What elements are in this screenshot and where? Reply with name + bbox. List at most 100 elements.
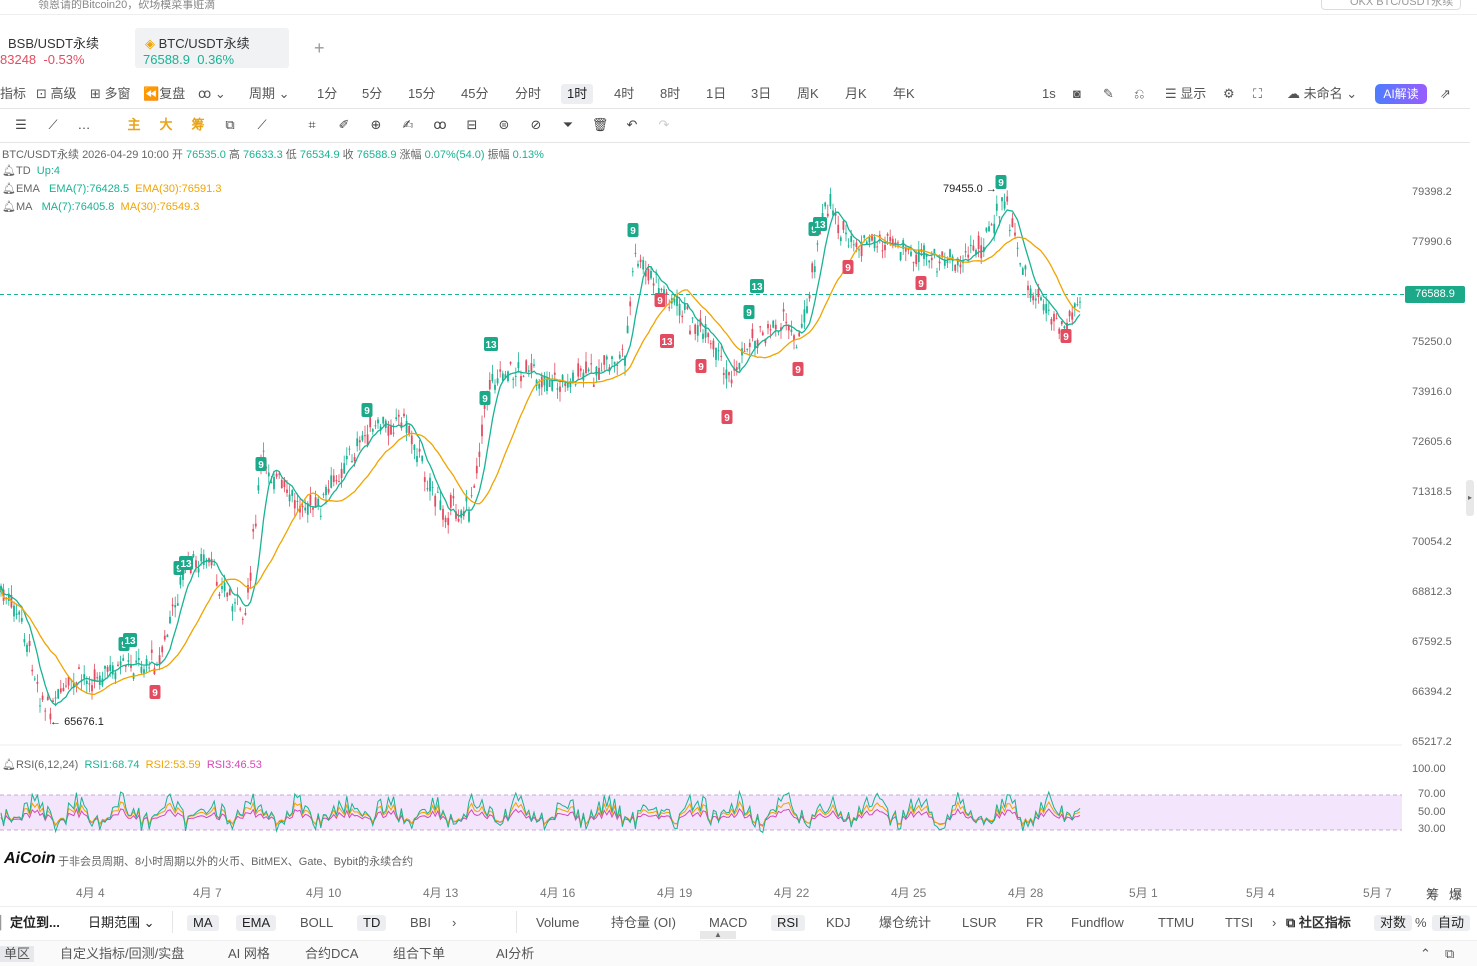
- trend-line-icon[interactable]: ⟋: [48, 117, 58, 132]
- liquidation-toggle[interactable]: 爆: [1449, 887, 1463, 902]
- speed-button[interactable]: 1s: [1042, 86, 1056, 101]
- top-search-input[interactable]: OKX BTC/USDT永续: [1321, 0, 1461, 10]
- date-range-dropdown[interactable]: 日期范围 ⌄: [88, 915, 155, 930]
- replay-button[interactable]: ⏪复盘: [143, 86, 186, 101]
- candle-body: [429, 477, 431, 492]
- collapse-handle[interactable]: ▲: [700, 931, 736, 939]
- ind-ttmu[interactable]: TTMU: [1158, 915, 1195, 930]
- chevron-up-icon[interactable]: ⌃: [1420, 946, 1431, 961]
- ind-td[interactable]: TD: [357, 915, 387, 931]
- candle-body: [449, 494, 452, 508]
- log-scale-toggle[interactable]: 对数: [1374, 915, 1413, 931]
- candle-body: [884, 244, 886, 251]
- compare-icon[interactable]: ⧉: [225, 117, 235, 132]
- ind-ttsi[interactable]: TTSI: [1225, 915, 1254, 930]
- footer-tab-combo[interactable]: 组合下单: [393, 946, 446, 961]
- layout-dropdown[interactable]: ☁ 未命名 ⌄: [1287, 86, 1358, 101]
- candle-body: [465, 495, 468, 502]
- period-month[interactable]: 月K: [845, 86, 867, 101]
- brush-icon[interactable]: ✍: [402, 117, 414, 132]
- undo-icon[interactable]: ↶: [626, 117, 638, 132]
- candle-body: [845, 232, 847, 235]
- ind-boll[interactable]: BOLL: [300, 915, 334, 930]
- filter-icon[interactable]: ⏷: [562, 117, 574, 132]
- period-1m[interactable]: 1分: [317, 86, 338, 101]
- trash-icon[interactable]: 🗑: [591, 117, 609, 132]
- ind-liquidation[interactable]: 爆仓统计: [879, 915, 932, 930]
- ind-fundflow[interactable]: Fundflow: [1071, 915, 1124, 930]
- grid-icon: ⊞: [90, 86, 101, 101]
- candles-icon[interactable]: ꝏ: [433, 117, 447, 132]
- locate-button[interactable]: ▏定位到...: [0, 915, 60, 930]
- period-4h[interactable]: 4时: [614, 86, 635, 101]
- fullscreen-icon[interactable]: ⛶: [1253, 86, 1263, 101]
- period-8h[interactable]: 8时: [660, 86, 681, 101]
- period-1d[interactable]: 1日: [706, 86, 727, 101]
- pencil-icon[interactable]: ✎: [1103, 86, 1114, 101]
- period-year[interactable]: 年K: [893, 86, 915, 101]
- period-tick[interactable]: 分时: [515, 86, 542, 101]
- footer-tab-dca[interactable]: 合约DCA: [305, 946, 359, 961]
- measure-icon[interactable]: ⟋: [257, 117, 267, 132]
- ind-volume[interactable]: Volume: [536, 915, 580, 930]
- candle-body: [408, 426, 411, 435]
- period-dropdown[interactable]: 周期 ⌄: [249, 86, 290, 101]
- rsi-tick: 50.00: [1418, 806, 1446, 818]
- ind-kdj[interactable]: KDJ: [826, 915, 851, 930]
- share-icon[interactable]: ⇗: [1440, 86, 1451, 101]
- footer-tab-grid[interactable]: AI 网格: [228, 946, 270, 961]
- tab-bsb[interactable]: BSB/USDT永续 83248 -0.53%: [0, 28, 128, 68]
- more-icon[interactable]: …: [77, 117, 91, 132]
- ind-rsi[interactable]: RSI: [771, 915, 805, 931]
- ind-fr[interactable]: FR: [1026, 915, 1044, 930]
- multiwindow-button[interactable]: ⊞ 多窗: [90, 86, 131, 101]
- add-tab-button[interactable]: +: [314, 38, 325, 58]
- indicators-button[interactable]: 指标: [0, 86, 27, 101]
- chevron-right-icon[interactable]: ›: [452, 915, 457, 930]
- community-indicators-button[interactable]: ⧉ 社区指标: [1286, 915, 1351, 930]
- lock-icon[interactable]: ⊟: [466, 117, 478, 132]
- chip-toggle[interactable]: 筹: [1426, 887, 1440, 902]
- undo-box-icon[interactable]: ⎌: [1134, 86, 1145, 101]
- ind-oi[interactable]: 持仓量 (OI): [611, 915, 676, 930]
- chart-type-button[interactable]: ꝏ ⌄: [198, 84, 226, 104]
- auto-scale-toggle[interactable]: 自动: [1432, 915, 1471, 931]
- big-order-button[interactable]: 大: [159, 117, 173, 132]
- period-5m[interactable]: 5分: [362, 86, 383, 101]
- zoom-in-icon[interactable]: ⊕: [370, 117, 382, 132]
- camera-icon[interactable]: ◙: [1073, 86, 1081, 101]
- ruler-icon[interactable]: ✐: [338, 117, 350, 132]
- tab-btc[interactable]: ◈ BTC/USDT永续 76588.9 0.36%: [135, 28, 289, 68]
- candle-body: [722, 373, 725, 375]
- layers-icon[interactable]: ⊜: [498, 117, 510, 132]
- ind-bbi[interactable]: BBI: [410, 915, 431, 930]
- candle-body: [780, 327, 782, 330]
- chip-button[interactable]: 筹: [191, 117, 205, 132]
- magnet-icon[interactable]: ⊘: [530, 117, 542, 132]
- settings-gear-icon[interactable]: ⚙: [1223, 86, 1235, 101]
- ind-ma[interactable]: MA: [187, 915, 219, 931]
- scroll-handle[interactable]: ▸: [1466, 480, 1474, 516]
- chevron-right-icon[interactable]: ›: [1272, 915, 1277, 930]
- menu-icon[interactable]: ☰: [15, 117, 27, 132]
- main-chart-button[interactable]: 主: [127, 117, 141, 132]
- display-button[interactable]: ☰ 显示: [1165, 86, 1207, 101]
- period-1h[interactable]: 1时: [561, 84, 594, 104]
- ind-macd[interactable]: MACD: [709, 915, 748, 930]
- percent-scale-toggle[interactable]: %: [1415, 915, 1427, 930]
- footer-tab-custom[interactable]: 自定义指标/回测/实盘: [60, 946, 185, 961]
- crop-icon[interactable]: ⌗: [308, 117, 316, 132]
- redo-icon[interactable]: ↷: [658, 117, 670, 132]
- period-3d[interactable]: 3日: [751, 86, 772, 101]
- footer-tab-ai[interactable]: AI分析: [496, 946, 535, 961]
- period-15m[interactable]: 15分: [408, 86, 436, 101]
- ind-ema[interactable]: EMA: [236, 915, 277, 931]
- footer-tab-zone[interactable]: 单区: [0, 946, 35, 962]
- advanced-button[interactable]: ⊡ 高级: [36, 86, 77, 101]
- ai-interpret-button[interactable]: AI解读: [1375, 84, 1427, 104]
- period-45m[interactable]: 45分: [461, 86, 489, 101]
- period-week[interactable]: 周K: [797, 86, 819, 101]
- price-chart[interactable]: 91399991391399139991399139999: [0, 140, 1477, 880]
- popout-icon[interactable]: ⧉: [1445, 946, 1455, 961]
- ind-lsur[interactable]: LSUR: [962, 915, 997, 930]
